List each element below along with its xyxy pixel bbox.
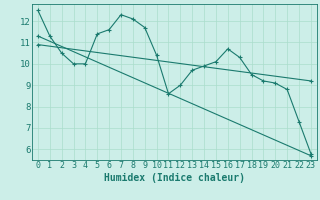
X-axis label: Humidex (Indice chaleur): Humidex (Indice chaleur)	[104, 173, 245, 183]
